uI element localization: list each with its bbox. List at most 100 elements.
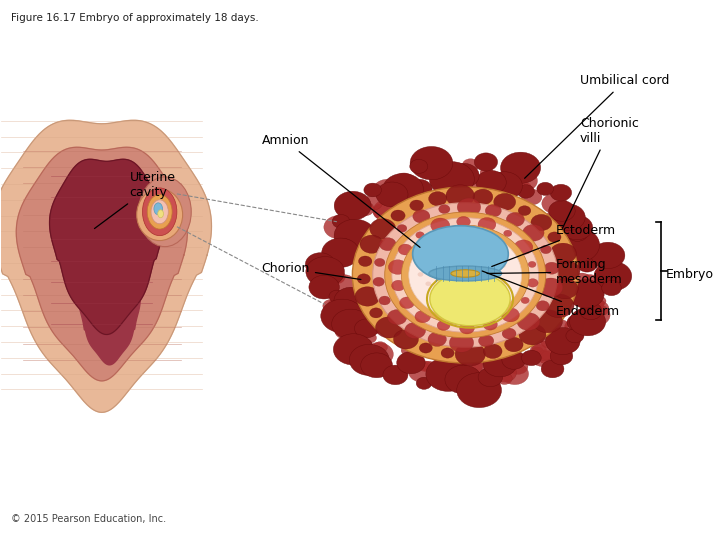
Ellipse shape (329, 290, 345, 303)
Polygon shape (78, 262, 140, 365)
Ellipse shape (441, 348, 454, 358)
Ellipse shape (486, 172, 523, 200)
Ellipse shape (548, 232, 561, 242)
Ellipse shape (321, 273, 336, 285)
Ellipse shape (541, 245, 552, 254)
Ellipse shape (539, 278, 563, 297)
Ellipse shape (557, 335, 579, 353)
Ellipse shape (564, 329, 579, 341)
Ellipse shape (502, 328, 516, 339)
Ellipse shape (433, 291, 438, 295)
Ellipse shape (445, 365, 482, 394)
Ellipse shape (421, 267, 427, 272)
Ellipse shape (332, 309, 370, 339)
Ellipse shape (533, 309, 562, 333)
Text: Endoderm: Endoderm (482, 271, 620, 318)
Ellipse shape (393, 329, 418, 349)
Ellipse shape (540, 332, 563, 349)
Ellipse shape (561, 216, 575, 227)
Ellipse shape (390, 174, 415, 194)
Ellipse shape (305, 253, 335, 276)
Polygon shape (17, 147, 187, 381)
Ellipse shape (400, 297, 415, 308)
Text: Chorion: Chorion (261, 261, 361, 280)
Ellipse shape (499, 281, 505, 285)
Ellipse shape (505, 338, 523, 352)
Ellipse shape (504, 230, 512, 237)
Ellipse shape (455, 342, 485, 366)
Ellipse shape (369, 308, 382, 318)
Ellipse shape (431, 218, 450, 233)
Ellipse shape (474, 262, 480, 266)
Ellipse shape (330, 275, 356, 295)
Ellipse shape (559, 331, 567, 337)
Ellipse shape (333, 334, 374, 365)
Ellipse shape (376, 317, 402, 338)
Ellipse shape (352, 187, 578, 363)
Ellipse shape (431, 173, 440, 180)
Ellipse shape (356, 201, 374, 216)
Ellipse shape (523, 225, 544, 241)
Ellipse shape (413, 226, 508, 282)
Ellipse shape (350, 305, 372, 322)
Ellipse shape (321, 299, 364, 333)
Ellipse shape (324, 215, 354, 239)
Ellipse shape (541, 351, 553, 360)
Ellipse shape (473, 189, 492, 205)
Ellipse shape (589, 255, 601, 264)
Ellipse shape (334, 191, 371, 220)
Ellipse shape (384, 212, 546, 338)
Ellipse shape (590, 247, 617, 268)
Ellipse shape (457, 275, 463, 280)
Ellipse shape (473, 272, 479, 276)
Ellipse shape (591, 242, 625, 268)
Ellipse shape (376, 182, 408, 207)
Ellipse shape (488, 172, 498, 179)
Ellipse shape (428, 258, 433, 263)
Ellipse shape (334, 238, 351, 252)
Text: Figure 16.17 Embryo of approximately 18 days.: Figure 16.17 Embryo of approximately 18 … (11, 14, 258, 23)
Ellipse shape (549, 200, 575, 221)
Ellipse shape (549, 339, 573, 357)
Ellipse shape (567, 314, 588, 330)
Ellipse shape (521, 350, 541, 366)
Ellipse shape (416, 232, 424, 238)
Ellipse shape (364, 183, 382, 197)
Ellipse shape (143, 188, 177, 235)
Ellipse shape (544, 262, 559, 274)
Ellipse shape (514, 240, 533, 254)
Ellipse shape (428, 332, 446, 347)
Ellipse shape (479, 335, 494, 347)
Ellipse shape (566, 329, 584, 343)
Ellipse shape (554, 329, 580, 349)
Ellipse shape (398, 244, 413, 255)
Ellipse shape (446, 185, 474, 207)
Ellipse shape (515, 182, 532, 195)
Text: Chorionic
villi: Chorionic villi (562, 117, 639, 228)
Ellipse shape (531, 341, 557, 361)
Ellipse shape (410, 159, 428, 173)
Ellipse shape (541, 360, 564, 378)
Ellipse shape (582, 304, 610, 326)
Ellipse shape (154, 203, 163, 215)
Polygon shape (50, 159, 163, 334)
Ellipse shape (483, 344, 502, 359)
Ellipse shape (518, 206, 531, 215)
Ellipse shape (426, 281, 431, 286)
Ellipse shape (427, 366, 449, 383)
Ellipse shape (502, 350, 526, 369)
Ellipse shape (361, 353, 392, 377)
Ellipse shape (429, 370, 444, 381)
Ellipse shape (323, 304, 346, 322)
Ellipse shape (577, 256, 597, 272)
Ellipse shape (415, 310, 431, 323)
Ellipse shape (379, 296, 390, 305)
Ellipse shape (580, 228, 588, 234)
Ellipse shape (550, 184, 572, 201)
Ellipse shape (471, 358, 500, 381)
Ellipse shape (602, 280, 621, 295)
Ellipse shape (373, 199, 402, 222)
Ellipse shape (383, 365, 408, 384)
Ellipse shape (517, 185, 534, 198)
Ellipse shape (501, 363, 528, 384)
